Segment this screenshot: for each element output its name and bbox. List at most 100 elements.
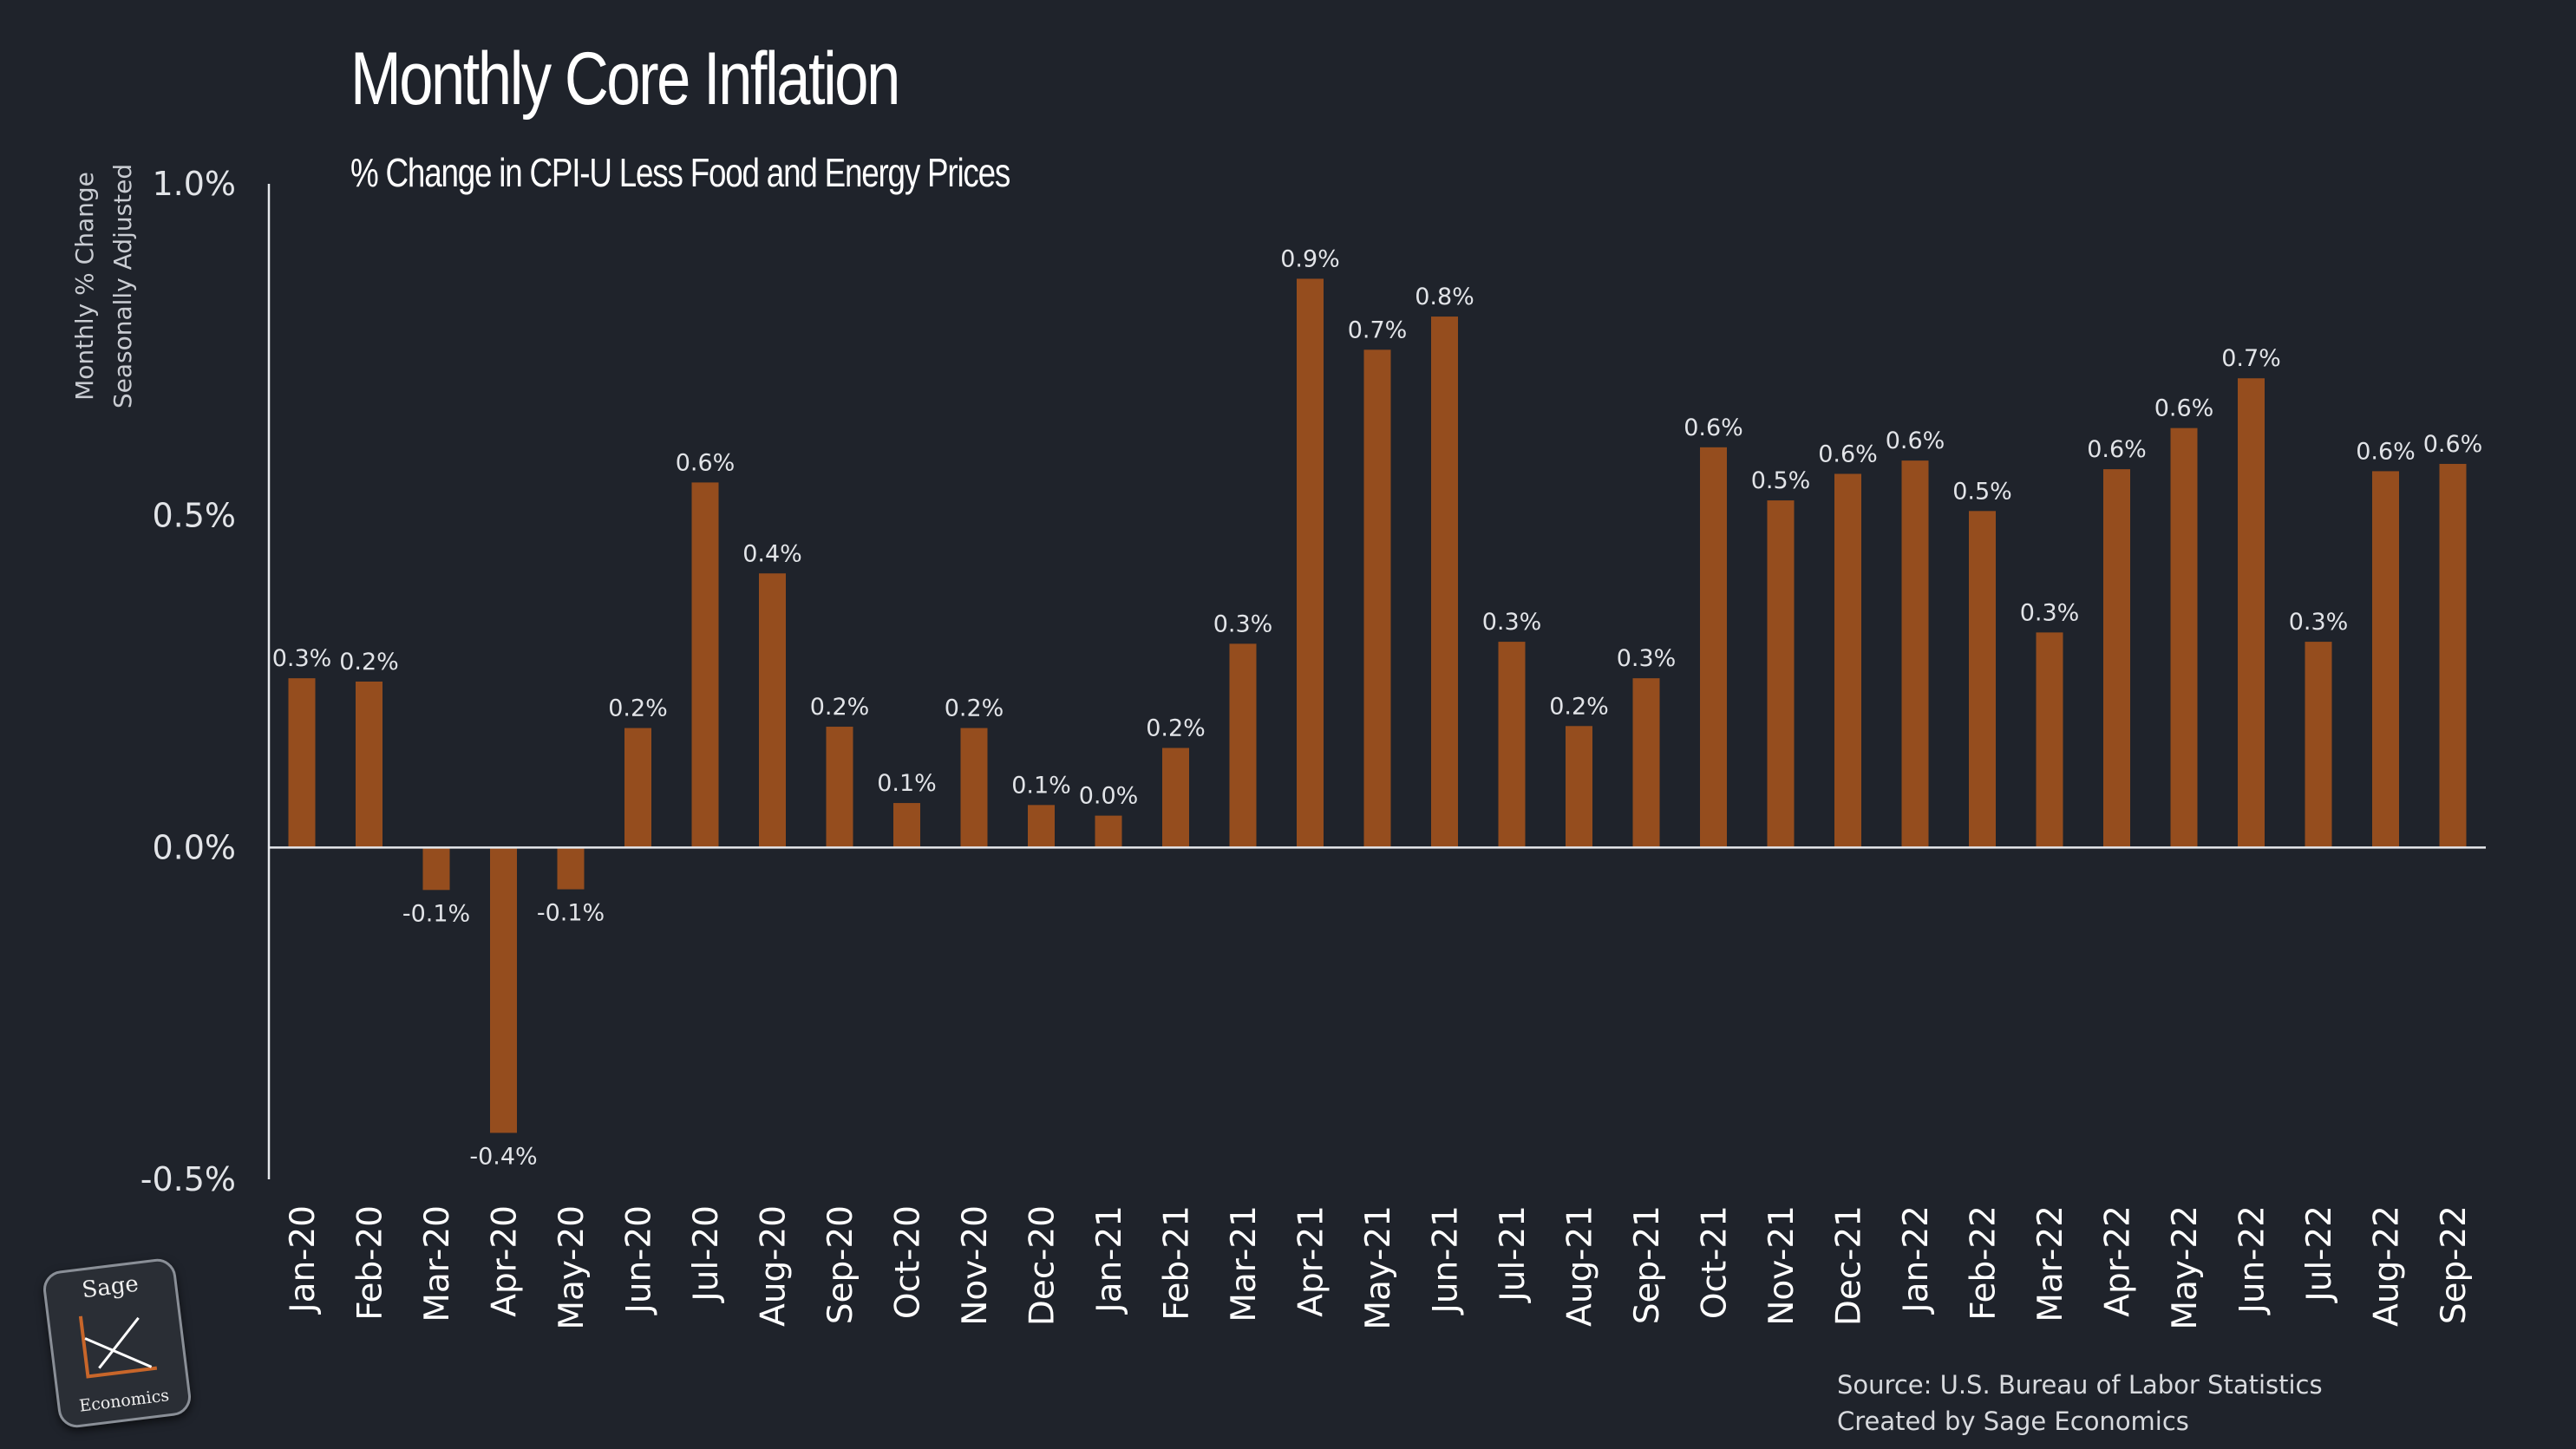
bar [490, 847, 517, 1133]
x-tick-label: Jan-20 [284, 1205, 323, 1315]
x-tick-label: Jul-20 [687, 1205, 726, 1304]
bar [1767, 500, 1795, 848]
bar [1834, 473, 1861, 848]
x-tick-label: Aug-20 [755, 1205, 794, 1327]
bar [288, 678, 316, 848]
bar [1431, 317, 1458, 848]
y-tick-label: 1.0% [152, 165, 236, 203]
x-tick-label: May-21 [1359, 1205, 1398, 1330]
data-label: 0.8% [1415, 284, 1474, 310]
data-label: 0.3% [1482, 609, 1542, 636]
bar [2372, 471, 2399, 848]
x-tick-label: Nov-20 [956, 1205, 995, 1326]
x-tick-label: Aug-22 [2368, 1205, 2407, 1327]
data-label: 0.3% [1617, 645, 1677, 672]
data-label: 0.2% [1146, 715, 1206, 742]
data-label: 0.7% [1348, 317, 1408, 343]
bar [1095, 815, 1122, 848]
x-tick-label: Dec-20 [1023, 1205, 1062, 1326]
x-tick-label: Apr-22 [2099, 1205, 2138, 1317]
data-label: 0.2% [608, 695, 668, 722]
bar [356, 682, 382, 848]
x-tick-label: Dec-21 [1830, 1205, 1869, 1326]
bar [1901, 460, 1929, 848]
data-label: 0.9% [1280, 245, 1340, 272]
data-label: 0.6% [2087, 436, 2147, 463]
bar [2238, 378, 2265, 848]
data-label: 0.6% [1818, 441, 1878, 467]
chart-title: Monthly Core Inflation [350, 37, 900, 121]
data-label: 0.3% [272, 645, 332, 672]
bar [1162, 747, 1189, 848]
bar [1566, 726, 1592, 848]
data-label: 0.6% [2154, 395, 2214, 422]
bar [2170, 428, 2198, 848]
x-tick-label: Mar-20 [418, 1205, 457, 1322]
x-tick-label: Feb-21 [1158, 1205, 1197, 1321]
x-tick-label: Oct-21 [1696, 1205, 1735, 1319]
sage-economics-logo: Sage Economics [41, 1256, 193, 1430]
bar [422, 847, 450, 891]
x-tick-label: Nov-21 [1762, 1205, 1801, 1326]
x-tick-label: Sep-22 [2435, 1205, 2474, 1324]
bar [1229, 643, 1257, 848]
bar [1632, 678, 1660, 848]
x-tick-label: Jul-21 [1494, 1205, 1533, 1304]
x-tick-label: Aug-21 [1561, 1205, 1600, 1327]
bar [1028, 805, 1055, 848]
data-label: 0.3% [2289, 609, 2349, 636]
data-label: 0.7% [2221, 345, 2281, 372]
data-label: -0.4% [469, 1143, 537, 1170]
bar [2439, 463, 2467, 848]
logo-bottom-text: Economics [78, 1386, 171, 1416]
data-label: 0.2% [1549, 693, 1609, 720]
x-tick-label: Mar-22 [2031, 1205, 2070, 1322]
x-tick-label: Mar-21 [1225, 1205, 1264, 1322]
x-tick-label: Feb-22 [1965, 1205, 2004, 1321]
x-tick-label: Apr-20 [486, 1205, 525, 1317]
bar [826, 727, 853, 848]
data-label: 0.0% [1079, 783, 1139, 810]
x-tick-label: Apr-21 [1292, 1205, 1331, 1317]
chart-subtitle: % Change in CPI-U Less Food and Energy P… [350, 150, 1010, 195]
data-label: 0.3% [2020, 599, 2080, 626]
data-label: 0.4% [742, 540, 802, 567]
data-label: 0.2% [945, 695, 1004, 722]
data-label: 0.3% [1213, 610, 1273, 637]
data-label: -0.1% [537, 900, 605, 927]
source-line: Source: U.S. Bureau of Labor Statistics [1837, 1370, 2323, 1400]
bar [759, 573, 786, 848]
data-label: 0.2% [339, 649, 399, 676]
data-label: 0.1% [1011, 772, 1071, 799]
y-tick-label: 0.0% [152, 828, 236, 866]
data-label: 0.2% [810, 694, 870, 721]
data-label: -0.1% [402, 900, 470, 927]
bar [2305, 642, 2332, 848]
x-tick-label: Sep-21 [1628, 1205, 1667, 1324]
bar [557, 847, 585, 890]
bar [893, 803, 920, 848]
x-tick-label: Jan-22 [1897, 1205, 1936, 1315]
source-note: Source: U.S. Bureau of Labor Statistics … [1837, 1367, 2323, 1439]
bar [1297, 278, 1324, 848]
data-label: 0.6% [1886, 428, 1945, 454]
data-label: 0.6% [2423, 431, 2483, 458]
data-label: 0.1% [877, 770, 937, 797]
x-tick-label: Jun-22 [2233, 1205, 2272, 1316]
bar [960, 728, 988, 848]
x-tick-label: Jun-21 [1427, 1205, 1466, 1316]
y-tick-label: -0.5% [141, 1160, 236, 1198]
data-label: 0.6% [676, 449, 736, 476]
x-tick-label: Jul-22 [2300, 1205, 2339, 1304]
y-tick-label: 0.5% [152, 497, 236, 535]
x-tick-label: Feb-20 [351, 1205, 390, 1321]
bar [1363, 349, 1391, 848]
logo-chart-icon [78, 1315, 158, 1379]
bar [1969, 511, 1996, 848]
x-tick-label: Jan-21 [1090, 1205, 1129, 1315]
credit-line: Created by Sage Economics [1837, 1407, 2189, 1436]
data-label: 0.6% [1684, 414, 1743, 441]
data-label: 0.5% [1751, 467, 1811, 494]
x-tick-label: Oct-20 [889, 1205, 928, 1319]
